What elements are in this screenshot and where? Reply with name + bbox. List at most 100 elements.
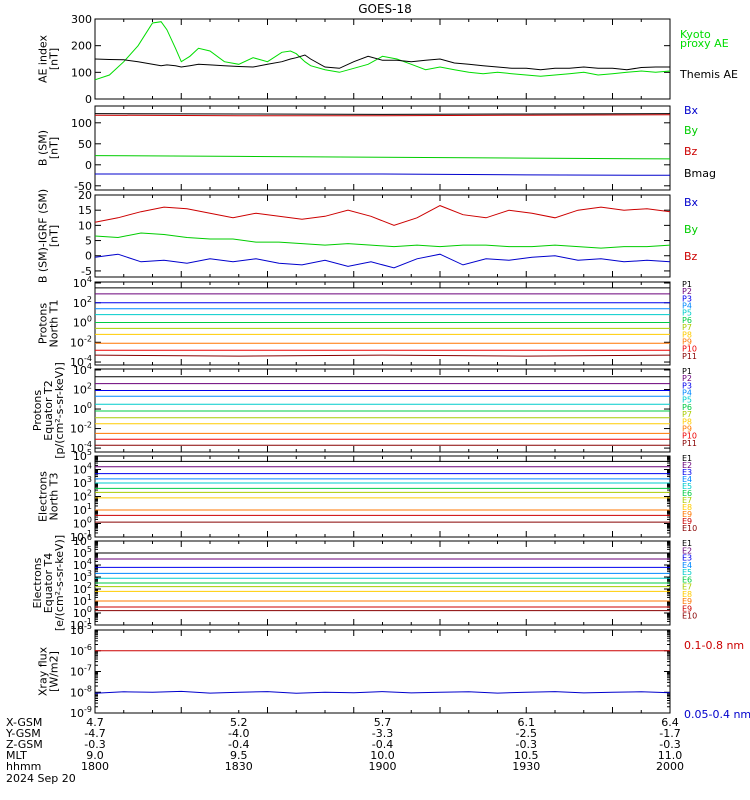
footer-value: -4.7 — [84, 727, 105, 740]
panel-frame — [94, 281, 671, 366]
legend-label: Bz — [684, 145, 698, 158]
footer-value: 1900 — [369, 760, 397, 773]
footer-value: 1930 — [512, 760, 540, 773]
legend-label: E7 — [682, 496, 692, 505]
legend-label: E8 — [682, 590, 692, 599]
legend-label: P4 — [682, 302, 692, 311]
legend-label: Bz — [684, 250, 698, 263]
legend-label: E9 — [682, 597, 692, 606]
y-axis-label: Electrons — [31, 557, 44, 608]
y-tick-label: 10-2 — [70, 421, 92, 436]
y-tick-label: 200 — [71, 40, 92, 53]
y-tick-label: 100 — [71, 66, 92, 79]
series-line-kyoto — [94, 21, 671, 81]
footer-value: 11.0 — [658, 749, 683, 762]
footer-value: 6.1 — [518, 716, 536, 729]
y-tick-label: 10-7 — [70, 664, 92, 679]
series-line-bz — [94, 205, 671, 226]
series-line-bmag — [94, 113, 671, 115]
footer-row-label: MLT — [6, 749, 27, 762]
y-axis-label: Protons — [37, 303, 50, 344]
legend-label: P10 — [682, 345, 697, 354]
legend-label: E10 — [682, 612, 697, 621]
footer-value: -1.7 — [659, 727, 680, 740]
legend-label: P5 — [682, 309, 692, 318]
y-axis-label: [nT] — [48, 137, 61, 159]
y-axis-label: [nT] — [48, 225, 61, 247]
footer-value: 10.5 — [514, 749, 539, 762]
footer-value: 10.0 — [370, 749, 395, 762]
legend-label: E9 — [682, 517, 692, 526]
panel-frame — [94, 629, 671, 714]
series-line-0-05-0-4-nm — [94, 690, 671, 694]
legend-label: P8 — [682, 417, 692, 426]
legend-label: E9 — [682, 510, 692, 519]
panel-frame — [94, 18, 671, 100]
legend-label: P1 — [682, 367, 692, 376]
footer-value: 5.7 — [374, 716, 392, 729]
legend-label: E1 — [682, 454, 692, 463]
footer-value: 2000 — [656, 760, 684, 773]
y-tick-label: 0 — [85, 93, 92, 106]
y-axis-label: Xray flux — [37, 646, 50, 696]
y-tick-label: 10-2 — [70, 334, 92, 349]
legend-label: P9 — [682, 337, 692, 346]
y-axis-label: North T1 — [48, 300, 61, 348]
legend-label: P7 — [682, 410, 692, 419]
panel-3: -5 0 5 10 15 20 B (SM)-IGRF (SM)[nT] Bx By Bz — [37, 189, 699, 283]
legend-label: E6 — [682, 575, 692, 584]
footer-value: -0.4 — [228, 738, 249, 751]
legend-label: By — [684, 124, 699, 137]
y-axis-label: North T3 — [48, 473, 61, 521]
footer-value: -4.0 — [228, 727, 249, 740]
legend-label: E8 — [682, 503, 692, 512]
legend-label: P4 — [682, 389, 692, 398]
series-line-bx — [94, 253, 671, 269]
footer-value: 1800 — [81, 760, 109, 773]
footer-value: -0.3 — [84, 738, 105, 751]
y-tick-label: 300 — [71, 13, 92, 26]
y-tick-label: 104 — [73, 362, 92, 377]
legend-label: P2 — [682, 287, 692, 296]
legend-label: P8 — [682, 330, 692, 339]
legend-label: 0.1-0.8 nm — [684, 639, 744, 652]
legend-label: Kyoto — [680, 28, 711, 41]
y-tick-label: 102 — [73, 382, 92, 397]
legend-label: P5 — [682, 396, 692, 405]
plot-title: GOES-18 — [358, 2, 412, 16]
footer-value: 5.2 — [230, 716, 248, 729]
y-axis-label: B (SM) — [37, 130, 50, 166]
y-tick-label: 10-6 — [70, 643, 92, 658]
y-axis-label: [p/(cm²-s-sr-keV)] — [53, 362, 66, 459]
legend-label: P3 — [682, 381, 692, 390]
y-axis-label: [e/(cm²-s-sr-keV)] — [53, 535, 66, 631]
footer-value: 6.4 — [661, 716, 679, 729]
series-line-themis-ae — [94, 54, 670, 71]
y-tick-label: 100 — [73, 401, 92, 416]
footer-row-label: Y-GSM — [5, 727, 41, 740]
legend-label: E5 — [682, 568, 692, 577]
y-axis-label: Equator T4 — [42, 553, 55, 613]
legend-label: Bx — [684, 196, 699, 209]
y-axis-label: Electrons — [37, 471, 50, 522]
legend-label: P7 — [682, 323, 692, 332]
y-axis-label: Equator T2 — [42, 380, 55, 440]
legend-label: By — [684, 223, 699, 236]
legend-label: E5 — [682, 482, 692, 491]
y-tick-label: 104 — [73, 275, 92, 290]
legend-label: E3 — [682, 554, 692, 563]
legend-label: E2 — [682, 461, 692, 470]
series-line-bz — [94, 114, 671, 117]
y-tick-label: -50 — [74, 180, 92, 193]
legend-label: E9 — [682, 604, 692, 613]
legend-label: P10 — [682, 432, 697, 441]
legend-label: P2 — [682, 374, 692, 383]
footer-value: 1830 — [225, 760, 253, 773]
legend-label: P1 — [682, 280, 692, 289]
legend-label: E4 — [682, 561, 692, 570]
panel-7: 10-1100101102103104105106ElectronsEquato… — [31, 533, 697, 632]
